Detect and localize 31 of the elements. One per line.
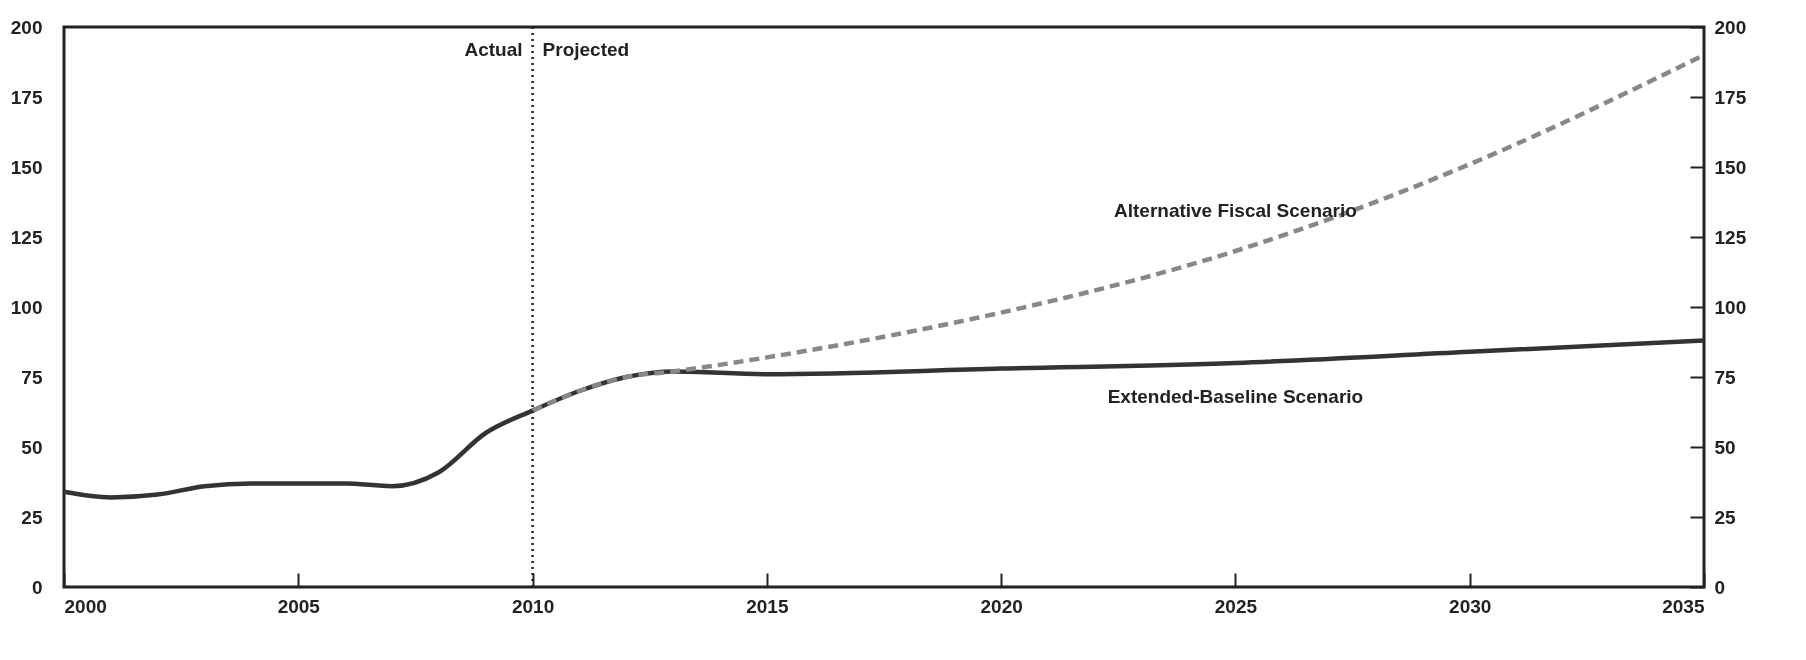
y-tick-label: 150 bbox=[10, 156, 43, 178]
y2-tick-label: 125 bbox=[1714, 226, 1747, 248]
line-series bbox=[61, 338, 1707, 500]
y2-tick-label: 50 bbox=[1714, 436, 1736, 458]
x-tick-label: 2035 bbox=[1662, 595, 1705, 617]
y-tick-label: 25 bbox=[21, 506, 43, 528]
annotation: Actual bbox=[464, 39, 523, 60]
y2-tick-label: 150 bbox=[1714, 156, 1747, 178]
series-label: Alternative Fiscal Scenario bbox=[1113, 200, 1357, 221]
y2-tick-label: 175 bbox=[1714, 86, 1747, 108]
x-tick-label: 2030 bbox=[1449, 595, 1492, 617]
series-label: Extended-Baseline Scenario bbox=[1107, 386, 1364, 407]
y2-tick-label: 75 bbox=[1714, 366, 1737, 388]
x-tick-label: 2000 bbox=[64, 595, 107, 617]
y2-tick-label: 100 bbox=[1714, 296, 1747, 318]
x-tick-label: 2020 bbox=[980, 595, 1023, 617]
y-tick-label: 200 bbox=[10, 16, 43, 38]
y2-tick-label: 200 bbox=[1714, 16, 1747, 38]
x-tick-label: 2005 bbox=[277, 595, 321, 617]
y-tick-label: 75 bbox=[21, 366, 43, 388]
y-tick-label: 0 bbox=[31, 576, 43, 598]
x-tick-label: 2010 bbox=[511, 595, 555, 617]
y-tick-label: 125 bbox=[10, 226, 43, 248]
annotation: Projected bbox=[542, 39, 630, 60]
y-tick-label: 175 bbox=[10, 86, 43, 108]
y2-tick-label: 25 bbox=[1714, 506, 1737, 528]
x-tick-label: 2025 bbox=[1214, 595, 1258, 617]
y2-tick-label: 0 bbox=[1714, 576, 1726, 598]
y-tick-label: 50 bbox=[21, 436, 43, 458]
x-tick-label: 2015 bbox=[746, 595, 789, 617]
y-tick-label: 100 bbox=[10, 296, 43, 318]
